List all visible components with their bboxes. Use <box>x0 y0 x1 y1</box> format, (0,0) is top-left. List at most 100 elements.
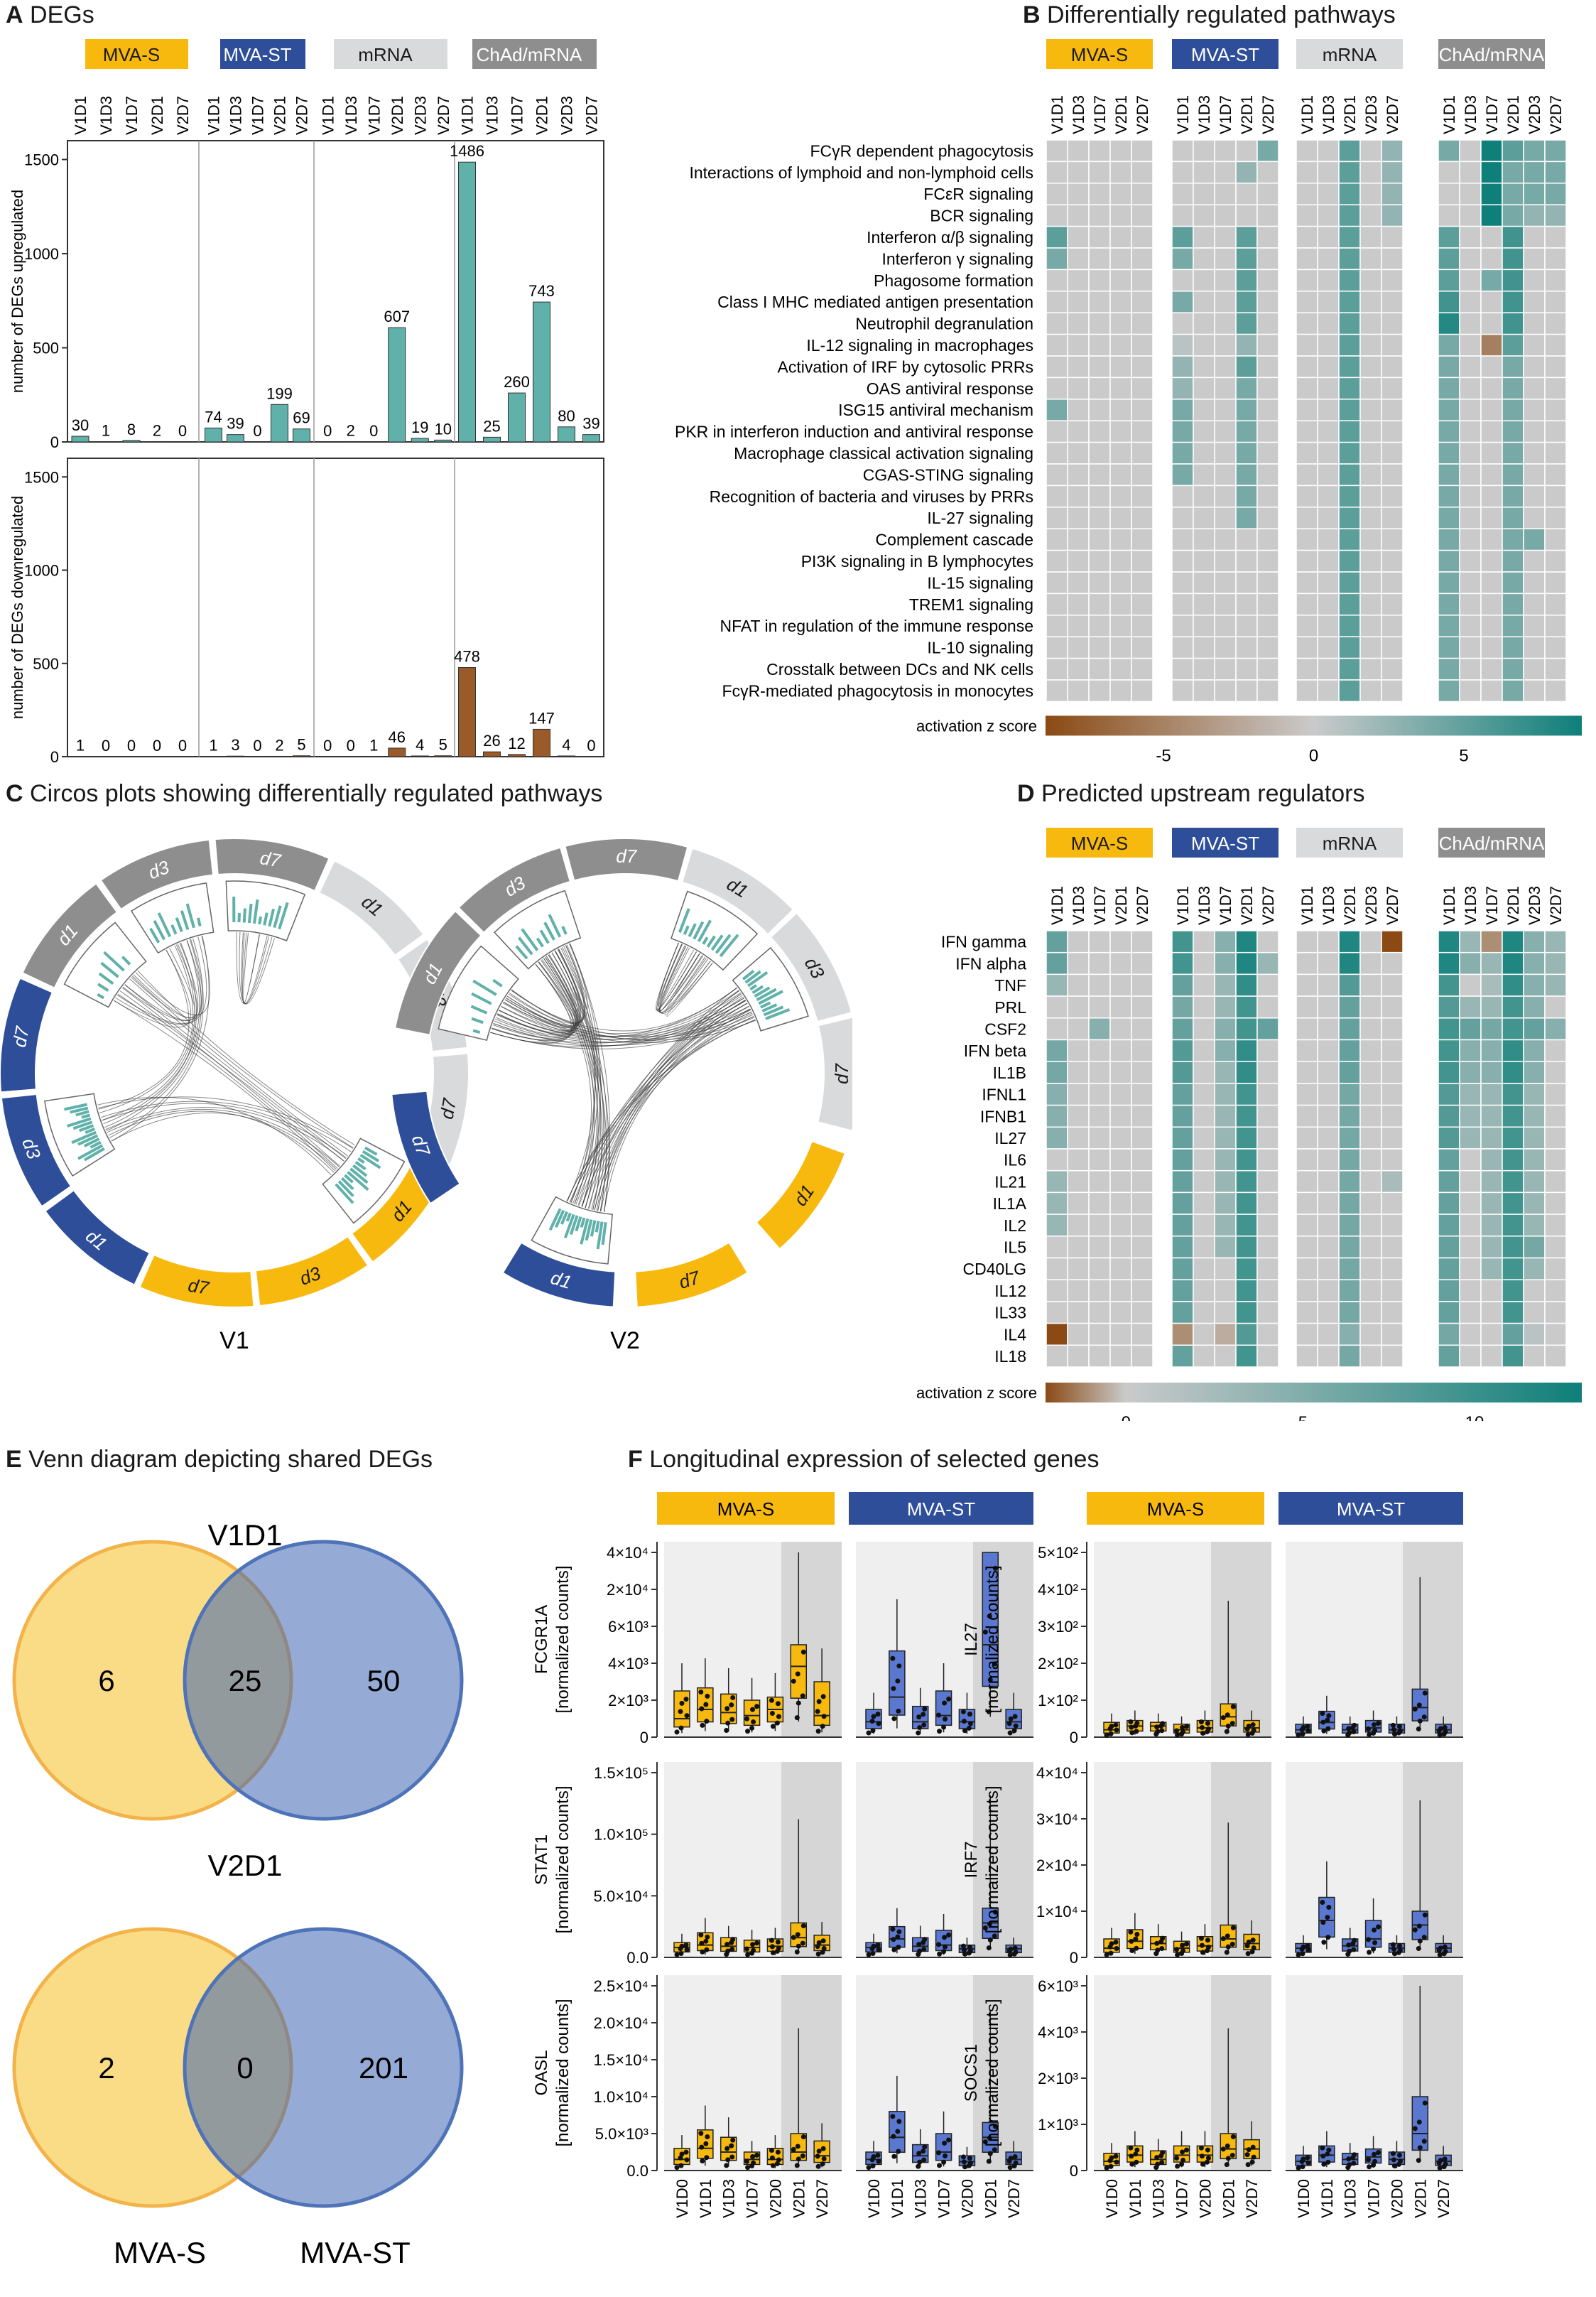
bar-MVA-ST <box>271 404 288 443</box>
heat-cell <box>1193 225 1215 249</box>
scale-tick: 5 <box>1298 1413 1308 1421</box>
y-tick-label: 1×10³ <box>1038 2116 1078 2134</box>
heat-cell <box>1317 441 1340 465</box>
heat-cell <box>1338 1344 1361 1368</box>
heat-cell <box>1296 1148 1318 1172</box>
x-tick-label: V1D3 <box>1150 2179 1168 2218</box>
column-label: V2D7 <box>293 96 311 135</box>
heat-cell <box>1480 1148 1503 1172</box>
group-label: MVA-S <box>103 44 160 65</box>
column-label: V1D3 <box>1462 886 1480 925</box>
heat-cell <box>1256 355 1279 379</box>
heat-cell <box>1296 1279 1318 1302</box>
heat-cell <box>1523 930 1546 953</box>
heat-cell <box>1214 1301 1237 1324</box>
heat-cell <box>1317 615 1340 637</box>
circos-segment-label: d7 <box>187 1275 212 1299</box>
row-label: CSF2 <box>984 1020 1026 1039</box>
data-point <box>1396 1950 1401 1955</box>
heat-cell <box>1523 161 1546 184</box>
heat-cell <box>1235 441 1258 465</box>
heat-cell <box>1544 1214 1567 1237</box>
heat-cell <box>1338 657 1361 681</box>
heat-cell <box>1523 1061 1546 1084</box>
group-label: MVA-ST <box>1337 1498 1405 1520</box>
heat-cell <box>1193 593 1215 616</box>
heat-cell <box>1502 615 1524 637</box>
heat-cell <box>1193 571 1215 595</box>
bar-value-label: 743 <box>528 282 555 300</box>
row-label: TREM1 signaling <box>909 595 1033 614</box>
data-point <box>683 1942 689 1948</box>
heat-cell <box>1171 399 1194 421</box>
heat-cell <box>1235 1257 1258 1280</box>
data-point <box>1129 2153 1134 2159</box>
heat-cell <box>1480 995 1503 1019</box>
data-point <box>1199 1725 1205 1731</box>
data-point <box>992 1565 998 1571</box>
heat-cell <box>1131 593 1153 616</box>
column-label: V2D7 <box>1384 95 1401 134</box>
heat-cell <box>1193 1191 1215 1215</box>
data-point <box>895 2129 901 2134</box>
heat-cell <box>1256 485 1279 508</box>
heat-cell <box>1235 1236 1258 1259</box>
heat-cell <box>1296 204 1318 227</box>
heat-cell <box>1256 679 1279 703</box>
heat-cell <box>1502 951 1524 975</box>
data-point <box>1249 2159 1255 2165</box>
data-point <box>724 2146 730 2151</box>
bar-value-label: 0 <box>178 422 187 440</box>
data-point <box>936 2150 942 2156</box>
heat-cell <box>1480 1301 1503 1324</box>
heat-cell <box>1338 1236 1361 1259</box>
heat-cell <box>1193 247 1215 271</box>
heat-cell <box>1256 139 1279 163</box>
data-point <box>700 2158 705 2164</box>
heat-cell <box>1381 1039 1404 1062</box>
heat-cell <box>1256 1214 1279 1237</box>
heat-cell <box>1523 1148 1546 1172</box>
heat-cell <box>1296 593 1318 616</box>
data-point <box>1441 2164 1447 2170</box>
data-point <box>1198 1935 1204 1941</box>
circos-track-bar <box>702 936 709 945</box>
y-tick-label: 1×10⁴ <box>1036 1903 1078 1920</box>
heat-cell <box>1459 420 1482 443</box>
data-point <box>1300 1731 1305 1737</box>
column-label: V2D1 <box>271 96 289 135</box>
data-point <box>870 1728 876 1734</box>
bar-ChAd/mRNA <box>508 754 526 757</box>
group-label: MVA-ST <box>1191 44 1259 65</box>
heat-cell <box>1214 528 1237 551</box>
heat-cell <box>1193 1236 1215 1259</box>
heat-cell <box>1317 161 1340 184</box>
circos-link <box>501 992 742 1037</box>
circos-link <box>591 1002 748 1210</box>
heat-cell <box>1067 312 1090 335</box>
column-label: V1D7 <box>1217 95 1234 134</box>
y-tick-label: 1.5×10⁴ <box>594 2051 648 2069</box>
data-point <box>1129 1730 1135 1736</box>
heat-cell <box>1480 657 1503 681</box>
x-tick-label: V2D0 <box>958 2179 976 2218</box>
heat-cell <box>1131 204 1153 227</box>
heat-cell <box>1171 507 1194 529</box>
heat-cell <box>1438 593 1460 616</box>
data-point <box>791 2146 796 2152</box>
data-point <box>703 1702 709 1707</box>
data-point <box>1129 1724 1134 1730</box>
heat-cell <box>1193 485 1215 508</box>
heat-cell <box>1381 269 1404 292</box>
data-point <box>891 1686 896 1692</box>
heat-cell <box>1171 247 1194 271</box>
data-point <box>1325 1717 1330 1723</box>
data-point <box>1442 2156 1448 2162</box>
data-point <box>1372 1927 1377 1933</box>
heat-cell <box>1338 507 1361 529</box>
data-point <box>1416 1923 1422 1929</box>
heat-cell <box>1438 204 1460 227</box>
heat-cell <box>1480 593 1503 616</box>
heat-cell <box>1317 1083 1340 1106</box>
heat-cell <box>1088 1017 1111 1041</box>
